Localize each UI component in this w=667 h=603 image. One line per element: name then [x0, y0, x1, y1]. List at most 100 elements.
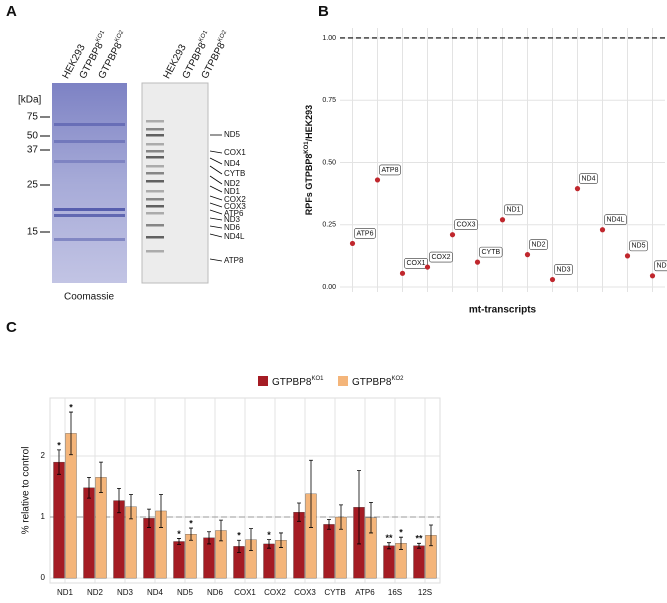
label-text: RPFs GTPBP8	[304, 154, 314, 216]
x-tick-label: ND1	[57, 588, 74, 597]
superscript: KO1	[311, 376, 324, 382]
y-tick-label: 0.25	[322, 222, 336, 229]
label-text: GTPBP8	[272, 377, 312, 388]
band-label: CYTB	[224, 169, 245, 178]
y-tick-label: 1.00	[322, 35, 336, 42]
radio-band	[146, 134, 164, 137]
error-bar	[249, 528, 253, 552]
error-bar	[117, 487, 121, 514]
band-label: ND4	[224, 159, 241, 168]
significance: *	[189, 518, 193, 528]
point-label: ND3	[557, 266, 571, 273]
point	[474, 259, 481, 265]
radio-band	[146, 156, 164, 159]
x-tick-label: COX1	[234, 588, 256, 597]
error-bar	[57, 449, 61, 475]
error-bar	[309, 459, 313, 528]
band-pointer	[209, 165, 223, 175]
band-pointer	[209, 233, 223, 238]
point	[449, 232, 456, 238]
point-label: ATP8	[382, 167, 399, 174]
x-tick-label: ND2	[87, 588, 104, 597]
point-label: ND5	[632, 243, 646, 250]
x-tick-label: 16S	[388, 588, 402, 597]
band-pointer	[209, 217, 223, 221]
panel-label: C	[6, 319, 17, 336]
radio-band	[146, 198, 164, 201]
error-bar	[369, 502, 373, 534]
point-label: COX1	[407, 260, 426, 267]
x-tick-label: ND5	[177, 588, 194, 597]
bar	[173, 541, 185, 579]
radio-band	[146, 128, 164, 131]
bar	[323, 524, 335, 579]
error-bar	[429, 524, 433, 547]
legend-swatch	[258, 376, 268, 386]
band-pointer	[209, 175, 223, 185]
stain-label: Coomassie	[64, 292, 114, 303]
point-label-box	[404, 258, 428, 269]
error-bar	[207, 531, 211, 545]
superscript: KO1	[304, 141, 310, 154]
significance: *	[399, 528, 403, 538]
point	[399, 270, 406, 276]
gel-band	[54, 208, 125, 211]
marker-label: 50	[27, 131, 39, 142]
x-tick-label: ND6	[207, 588, 224, 597]
error-bar	[279, 532, 283, 548]
superscript: KO2	[114, 29, 125, 43]
point-label-box	[654, 260, 667, 272]
error-bar	[69, 411, 73, 456]
band-pointer	[209, 157, 223, 165]
y-axis-label: % relative to control	[21, 447, 32, 535]
legend-label: GTPBP8KO1	[272, 376, 324, 388]
gel-band	[54, 214, 125, 217]
gel-band	[54, 140, 125, 143]
point	[374, 177, 381, 183]
error-bar	[99, 461, 103, 494]
band-label: ND3	[224, 215, 241, 224]
band-pointer	[209, 195, 223, 201]
significance: **	[415, 534, 423, 544]
point	[549, 276, 556, 283]
significance: *	[57, 440, 61, 450]
point-label: CYTB	[482, 249, 501, 256]
error-bar	[177, 538, 181, 545]
superscript: KO2	[217, 29, 228, 43]
point-label-box	[504, 204, 523, 216]
x-tick-label: ND3	[117, 588, 134, 597]
error-bar	[417, 542, 421, 549]
error-bar	[387, 542, 391, 550]
coomassie-gel	[52, 83, 127, 283]
point-label-box	[529, 239, 548, 250]
error-bar	[129, 494, 133, 520]
gel-band	[54, 238, 125, 241]
error-bar	[339, 504, 343, 530]
label-text: GTPBP8	[352, 377, 392, 388]
point	[524, 252, 531, 258]
y-tick-label: 0.00	[322, 284, 336, 291]
band-pointer	[209, 150, 223, 154]
x-tick-label: ND4	[147, 588, 164, 597]
marker-label: 25	[27, 180, 39, 191]
point-label: ND6	[657, 263, 667, 270]
significance: *	[177, 529, 181, 539]
marker-label: 75	[27, 112, 39, 123]
radio-band	[146, 250, 164, 253]
band-pointer	[209, 258, 223, 262]
point-label: ATP6	[357, 230, 374, 237]
x-tick-label: CYTB	[324, 588, 345, 597]
point-label-box	[554, 264, 573, 275]
y-tick-label: 1	[41, 512, 46, 521]
point	[649, 273, 656, 279]
point	[499, 217, 506, 223]
radio-band	[146, 236, 164, 239]
point	[424, 264, 431, 270]
radio-band	[146, 143, 164, 146]
bar	[413, 545, 425, 579]
radio-band	[146, 205, 164, 208]
y-tick-label: 0	[41, 573, 46, 582]
error-bar	[267, 539, 271, 549]
